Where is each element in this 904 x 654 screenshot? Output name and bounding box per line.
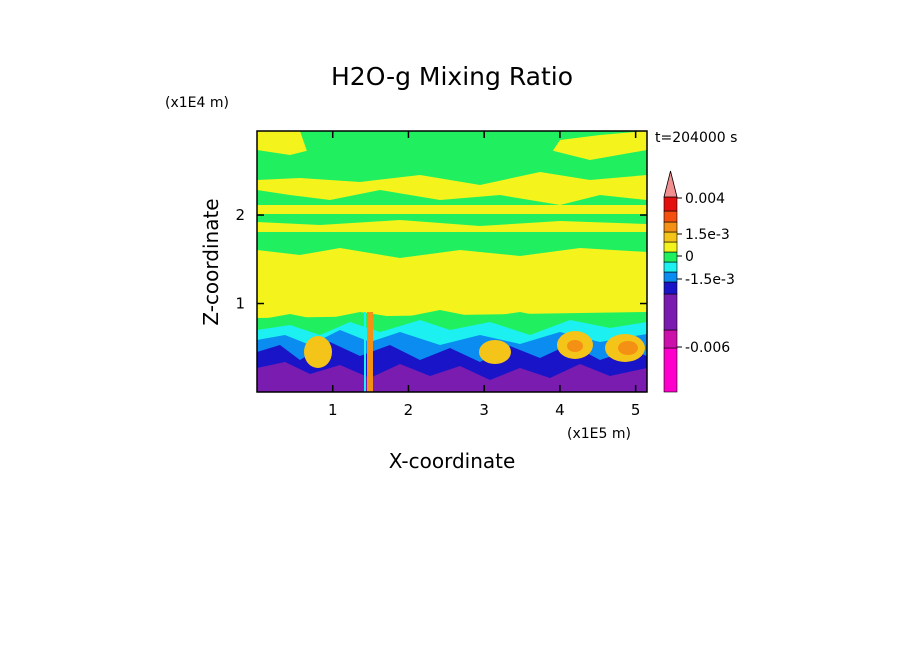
colorbar-bin bbox=[663, 221, 678, 233]
colorbar-extend-max bbox=[663, 170, 678, 198]
y-tick-label: 1 bbox=[235, 295, 245, 313]
x-tick-label: 4 bbox=[555, 401, 565, 419]
colorbar-tick-label: 0.004 bbox=[685, 191, 725, 207]
colorbar-bin bbox=[663, 329, 678, 349]
contour-field bbox=[257, 131, 647, 392]
colorbar-bin bbox=[663, 271, 678, 283]
plume-3-core bbox=[567, 340, 583, 352]
field-green-band-top bbox=[257, 140, 647, 185]
colorbar-tick-label: 1.5e-3 bbox=[685, 227, 730, 243]
plume-2 bbox=[479, 340, 511, 364]
x-tick-label: 2 bbox=[404, 401, 414, 419]
colorbar bbox=[663, 170, 678, 393]
colorbar-bin bbox=[663, 231, 678, 243]
time-label: t=204000 s bbox=[655, 130, 737, 146]
x-scale-label: (x1E5 m) bbox=[567, 426, 631, 442]
colorbar-bin bbox=[663, 251, 678, 263]
colorbar-tick-label: 0 bbox=[685, 249, 694, 265]
field-yellow-band-mid bbox=[257, 205, 647, 214]
colorbar-tick-label: -1.5e-3 bbox=[685, 272, 735, 288]
y-scale-label: (x1E4 m) bbox=[165, 95, 229, 111]
x-tick-label: 1 bbox=[328, 401, 338, 419]
colorbar-bin bbox=[663, 210, 678, 223]
colorbar-bin bbox=[663, 241, 678, 253]
x-tick-label: 3 bbox=[479, 401, 489, 419]
x-axis-ticks: 1 2 3 4 5 bbox=[328, 131, 640, 419]
field-yellow-band-mid2 bbox=[257, 220, 647, 232]
updraft-column bbox=[367, 312, 373, 392]
colorbar-labels: -0.006 -1.5e-3 0 1.5e-3 0.004 bbox=[677, 191, 735, 356]
y-axis-label: Z-coordinate bbox=[199, 198, 223, 325]
plume-4-core bbox=[618, 341, 638, 355]
x-axis-label: X-coordinate bbox=[389, 449, 516, 473]
field-yellow-main bbox=[257, 248, 647, 320]
colorbar-bin bbox=[663, 261, 678, 273]
y-axis-ticks: 12 bbox=[235, 206, 647, 313]
colorbar-bin bbox=[663, 281, 678, 295]
updraft-column-edge bbox=[364, 312, 366, 392]
x-tick-label: 5 bbox=[631, 401, 641, 419]
chart-title: H2O-g Mixing Ratio bbox=[331, 62, 573, 91]
colorbar-bin bbox=[663, 293, 678, 331]
colorbar-tick-label: -0.006 bbox=[685, 340, 730, 356]
colorbar-bin bbox=[663, 347, 678, 393]
field-purple-bottom bbox=[257, 362, 647, 392]
y-tick-label: 2 bbox=[235, 206, 245, 224]
plot-frame bbox=[256, 130, 648, 393]
colorbar-bin bbox=[663, 196, 678, 212]
plume-1 bbox=[304, 336, 332, 368]
